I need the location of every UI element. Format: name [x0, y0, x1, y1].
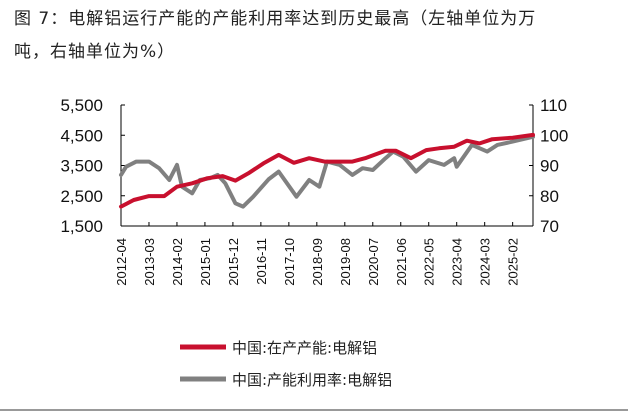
right-tick-label: 80	[540, 187, 559, 206]
x-tick-label: 2017-10	[282, 238, 297, 286]
left-tick-label: 4,500	[60, 126, 103, 145]
x-tick-label: 2023-04	[450, 238, 465, 286]
x-tick-label: 2020-07	[366, 238, 381, 286]
right-tick-label: 90	[540, 157, 559, 176]
x-tick-label: 2013-03	[142, 238, 157, 286]
right-tick-label: 100	[540, 126, 568, 145]
right-tick-label: 70	[540, 217, 559, 236]
x-tick-label: 2018-09	[310, 238, 325, 286]
x-tick-label: 2021-06	[394, 238, 409, 286]
left-tick-label: 2,500	[60, 187, 103, 206]
series-lines	[119, 132, 535, 209]
series-line-1	[119, 132, 535, 209]
left-tick-label: 3,500	[60, 157, 103, 176]
left-tick-label: 1,500	[60, 217, 103, 236]
x-tick-label: 2014-02	[170, 238, 185, 286]
x-tick-label: 2024-03	[478, 238, 493, 286]
legend-label-2: 中国:产能利用率:电解铝	[232, 371, 392, 389]
x-tick-label: 2022-05	[422, 238, 437, 286]
legend-label-1: 中国:在产产能:电解铝	[232, 339, 377, 357]
left-tick-label: 5,500	[60, 96, 103, 115]
x-tick-label: 2025-02	[506, 238, 521, 286]
right-tick-label: 110	[540, 96, 567, 115]
x-tick-label: 2015-01	[198, 238, 213, 286]
chart-title-line-1: 图 7：电解铝运行产能的产能利用率达到历史最高（左轴单位为万	[14, 9, 537, 29]
x-tick-label: 2019-08	[338, 238, 353, 286]
x-tick-label: 2016-11	[254, 238, 269, 285]
x-tick-label: 2012-04	[114, 238, 129, 286]
chart-title-line-2: 吨，右轴单位为%）	[14, 42, 176, 62]
x-tick-label: 2015-12	[226, 238, 241, 286]
series-line-2	[119, 134, 535, 209]
axes: 1,500 2,500 3,500 4,500 5,500 70 80 90 100 110 201…	[60, 96, 568, 286]
